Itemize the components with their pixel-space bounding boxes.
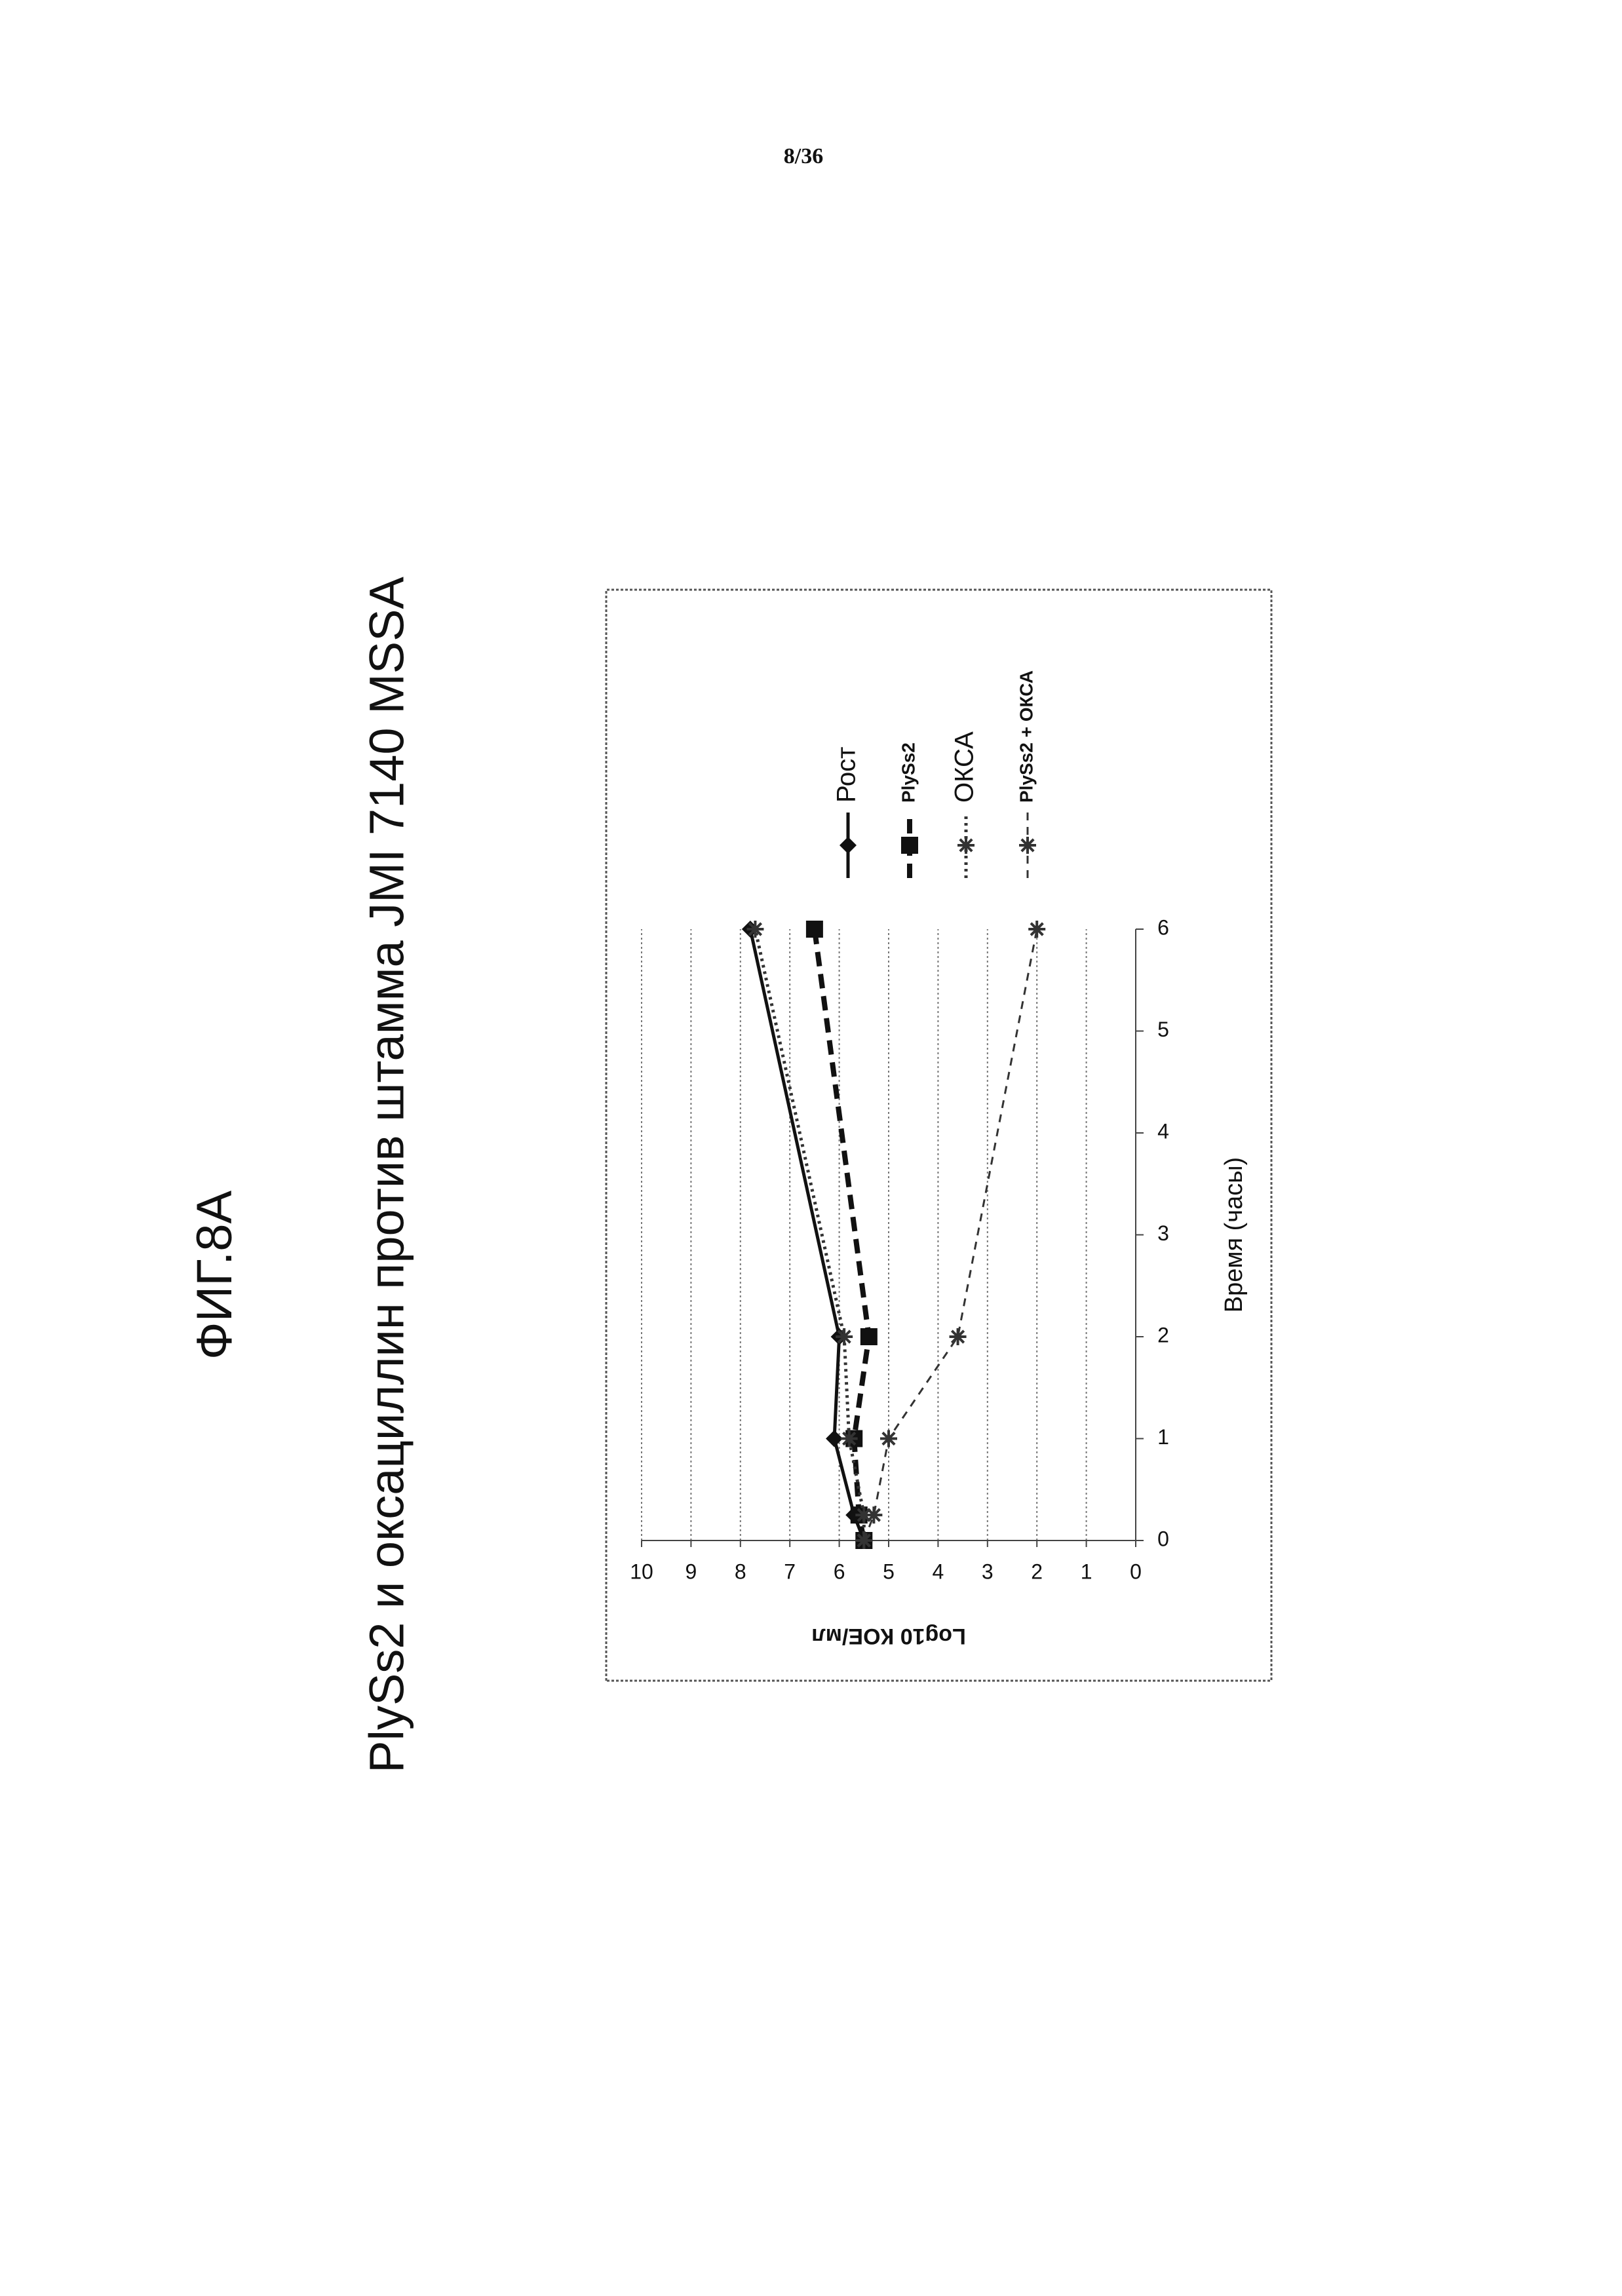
y-tick-label: 0 [1130, 1559, 1142, 1583]
data-point [836, 1328, 853, 1345]
data-point [901, 837, 918, 854]
y-tick-label: 10 [630, 1559, 653, 1583]
data-point [855, 1532, 872, 1549]
y-tick-label: 5 [883, 1559, 895, 1583]
data-point [746, 921, 763, 938]
x-tick-label: 6 [1157, 915, 1169, 939]
figure-label: ФИГ.8А [187, 1191, 242, 1360]
data-point [880, 1430, 897, 1447]
y-tick-label: 9 [685, 1559, 697, 1583]
y-tick-label: 7 [784, 1559, 796, 1583]
legend-label: PlySs2 [898, 742, 918, 803]
page-background [0, 0, 1622, 2296]
y-axis-label: Log10 КОЕ/мл [811, 1624, 966, 1649]
data-point [1019, 837, 1036, 854]
data-point [957, 837, 975, 854]
x-tick-label: 2 [1157, 1323, 1169, 1347]
data-point [1028, 921, 1045, 938]
y-tick-label: 4 [933, 1559, 944, 1583]
legend-label: PlySs2 + ОКСА [1016, 670, 1036, 803]
x-tick-label: 4 [1157, 1119, 1169, 1143]
x-tick-label: 3 [1157, 1221, 1169, 1245]
y-tick-label: 2 [1031, 1559, 1043, 1583]
x-tick-label: 5 [1157, 1018, 1169, 1041]
data-point [841, 1430, 858, 1447]
y-tick-label: 1 [1081, 1559, 1092, 1583]
data-point [806, 921, 823, 938]
page: 8/36 ФИГ.8А PlySs2 и оксациллин против ш… [0, 0, 1622, 2296]
y-tick-label: 6 [834, 1559, 845, 1583]
y-tick-label: 8 [735, 1559, 746, 1583]
data-point [950, 1328, 967, 1345]
x-tick-label: 0 [1157, 1527, 1169, 1550]
data-point [860, 1328, 878, 1345]
x-tick-label: 1 [1157, 1425, 1169, 1449]
page-number: 8/36 [784, 144, 823, 168]
legend-label: Рост [832, 747, 861, 803]
data-point [865, 1506, 882, 1523]
x-axis-label: Время (часы) [1220, 1157, 1248, 1312]
y-tick-label: 3 [982, 1559, 994, 1583]
legend-label: ОКСА [950, 731, 979, 803]
chart-title: PlySs2 и оксациллин против штамма JMI 71… [360, 577, 414, 1773]
